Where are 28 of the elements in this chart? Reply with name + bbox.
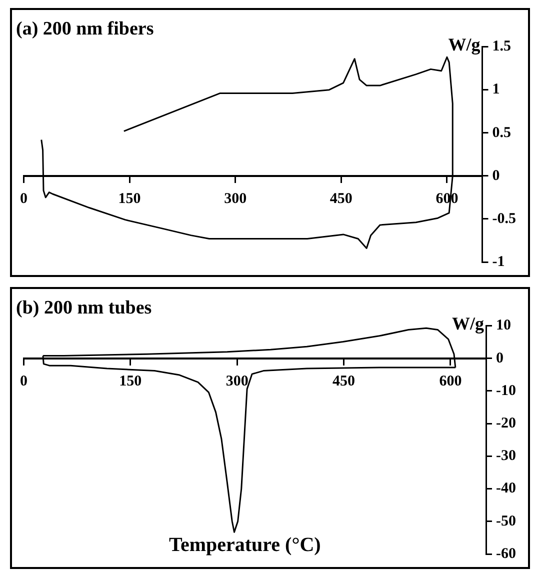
y-axis-title: W/g — [452, 313, 484, 334]
y-tick-label: 1.5 — [492, 38, 512, 55]
x-tick-label: 0 — [20, 190, 28, 207]
y-tick-label: -30 — [496, 448, 516, 464]
y-tick-label: -20 — [496, 415, 516, 432]
chart-title: (b) 200 nm tubes — [16, 297, 152, 318]
x-tick-label: 150 — [119, 373, 142, 390]
x-tick-label: 150 — [118, 190, 141, 207]
y-tick-label: 10 — [496, 318, 512, 334]
x-tick-label: 300 — [226, 373, 248, 390]
x-axis-title: Temperature (°C) — [168, 534, 321, 556]
y-tick-label: 0.5 — [492, 124, 512, 141]
x-tick-label: 450 — [330, 190, 352, 207]
y-tick-label: -60 — [496, 546, 516, 562]
chart-title: (a) 200 nm fibers — [16, 18, 154, 40]
y-tick-label: 1 — [492, 82, 500, 98]
y-tick-label: -40 — [496, 480, 516, 497]
x-tick-label: 600 — [439, 373, 462, 390]
y-tick-label: -1 — [492, 254, 505, 270]
y-tick-label: 0 — [496, 350, 504, 366]
y-tick-label: 0 — [492, 168, 500, 184]
y-axis-title: W/g — [448, 34, 480, 54]
y-tick-label: -10 — [496, 382, 516, 399]
y-tick-label: -0.5 — [492, 210, 516, 227]
x-tick-label: 300 — [224, 190, 247, 207]
y-tick-label: -50 — [496, 513, 516, 530]
x-tick-label: 450 — [332, 373, 356, 390]
x-tick-label: 0 — [20, 373, 28, 390]
